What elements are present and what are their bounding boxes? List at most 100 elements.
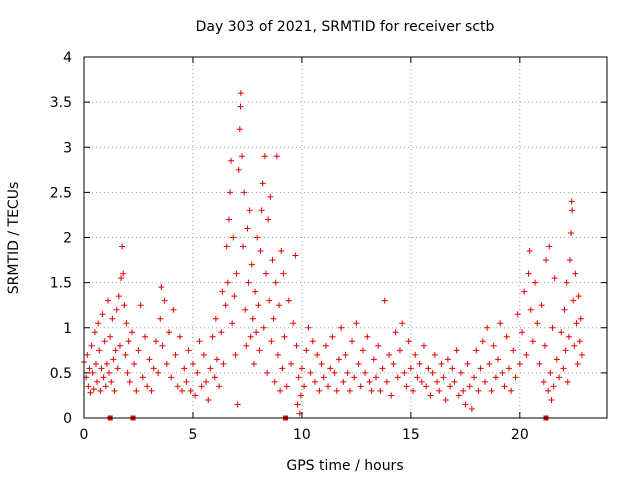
data-point <box>223 243 230 250</box>
data-point <box>237 103 244 110</box>
data-point <box>85 383 92 390</box>
data-point <box>219 288 226 295</box>
data-point <box>181 365 188 372</box>
data-point <box>431 351 438 358</box>
data-point <box>499 369 506 376</box>
data-point <box>444 356 451 363</box>
data-point <box>290 320 297 327</box>
data-point <box>150 365 157 372</box>
data-point <box>486 360 493 367</box>
data-point <box>218 329 225 336</box>
data-point <box>250 360 257 367</box>
data-point <box>216 383 223 390</box>
data-point <box>245 279 252 286</box>
data-point <box>379 365 386 372</box>
data-point <box>466 383 473 390</box>
data-point <box>209 333 216 340</box>
data-point <box>373 374 380 381</box>
data-point <box>303 347 310 354</box>
data-point <box>198 383 205 390</box>
data-point <box>438 360 445 367</box>
data-point <box>574 360 581 367</box>
data-point <box>109 315 116 322</box>
data-point <box>124 369 131 376</box>
data-point <box>576 338 583 345</box>
data-point <box>477 365 484 372</box>
data-point <box>577 315 584 322</box>
data-point <box>351 374 358 381</box>
data-point <box>88 342 95 349</box>
data-point <box>362 369 369 376</box>
data-point <box>403 383 410 390</box>
data-point <box>405 338 412 345</box>
data-point <box>274 351 281 358</box>
data-point <box>541 342 548 349</box>
data-point <box>558 329 565 336</box>
data-point <box>242 306 249 313</box>
data-point <box>521 288 528 295</box>
data-point <box>568 198 575 205</box>
data-point <box>546 243 553 250</box>
data-point <box>268 338 275 345</box>
y-tick-label: 0 <box>63 411 72 427</box>
data-point <box>495 356 502 363</box>
data-point <box>488 387 495 394</box>
data-point <box>111 387 118 394</box>
data-point <box>279 365 286 372</box>
data-point <box>457 369 464 376</box>
data-point <box>120 270 127 277</box>
data-point <box>529 338 536 345</box>
data-point <box>281 333 288 340</box>
data-point <box>565 333 572 340</box>
data-point <box>525 270 532 277</box>
data-point <box>440 374 447 381</box>
data-point <box>271 378 278 385</box>
data-point <box>295 374 302 381</box>
data-point <box>519 329 526 336</box>
data-point <box>540 378 547 385</box>
data-point <box>512 374 519 381</box>
data-point <box>172 351 179 358</box>
data-point <box>311 378 318 385</box>
data-point <box>401 369 408 376</box>
data-point <box>564 378 571 385</box>
data-point <box>84 351 91 358</box>
data-point <box>273 153 280 160</box>
data-point <box>246 207 253 214</box>
data-point <box>561 306 568 313</box>
data-point <box>423 383 430 390</box>
data-point <box>228 157 235 164</box>
y-tick-label: 0.5 <box>50 366 72 382</box>
data-point <box>229 320 236 327</box>
data-point <box>96 347 103 354</box>
data-point <box>185 347 192 354</box>
data-point <box>434 378 441 385</box>
data-point <box>267 193 274 200</box>
data-point <box>481 378 488 385</box>
data-point <box>192 392 199 399</box>
data-point <box>353 320 360 327</box>
data-point <box>102 383 109 390</box>
data-points <box>81 90 585 417</box>
data-point <box>549 324 556 331</box>
data-point <box>213 356 220 363</box>
y-tick-label: 4 <box>63 50 72 66</box>
data-point <box>220 360 227 367</box>
data-point <box>244 225 251 232</box>
data-point <box>571 342 578 349</box>
data-point <box>122 351 129 358</box>
data-point <box>449 365 456 372</box>
data-point <box>163 360 170 367</box>
data-point <box>224 279 231 286</box>
data-point <box>277 387 284 394</box>
data-point <box>453 347 460 354</box>
data-point <box>425 365 432 372</box>
data-point <box>388 392 395 399</box>
data-point <box>569 207 576 214</box>
data-point <box>288 360 295 367</box>
data-point <box>211 374 218 381</box>
data-point <box>327 365 334 372</box>
data-point <box>394 374 401 381</box>
data-point <box>534 320 541 327</box>
x-tick-label: 0 <box>80 427 89 443</box>
